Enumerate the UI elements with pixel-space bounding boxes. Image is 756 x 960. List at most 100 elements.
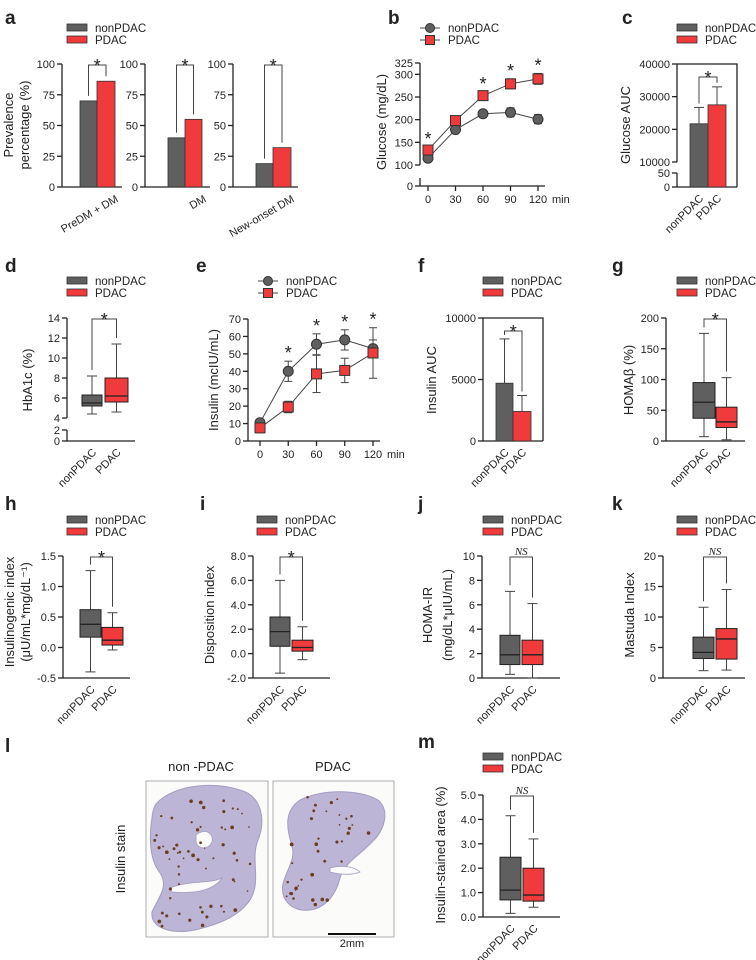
box-pdac [522,838,545,908]
interquartile-box [715,628,738,660]
insulin-stained-islet [312,809,316,813]
legend-label-nonpdac: nonPDAC [511,752,562,764]
bar-nonpdac [495,382,514,442]
insulin-stained-islet [153,838,157,842]
image-pdac [272,780,395,938]
significance-label: * [270,56,277,76]
y-axis-label: HbA1c (%) [20,349,35,412]
x-category-label: PDAC [94,447,124,477]
x-category-label: nonPDAC [475,923,518,960]
row-label-insulin-stain: Insulin stain [113,825,128,894]
y-tick-label: 8 [54,373,60,385]
y-tick-label: 100 [395,160,413,172]
data-point-square [450,115,461,127]
insulin-stained-islet [157,919,162,924]
box-pdac [715,589,738,671]
insulin-stained-islet [236,808,239,811]
panel-label-f: f [418,256,425,277]
tissue-gap [169,876,224,893]
y-tick-label: 0 [469,673,475,685]
legend-label-pdac: PDAC [285,527,317,539]
insulin-stained-islet [176,852,179,854]
panel-label-b: b [388,8,400,29]
y-tick-label: 75 [43,90,55,102]
legend-swatch-pdac [482,527,504,536]
significance-bracket: * [91,310,117,370]
data-point-circle [282,365,294,377]
significance-bracket: NS [509,546,533,598]
scale-bar-label: 2mm [340,938,364,950]
y-axis-label: HOMAβ (%) [621,345,636,415]
insulin-stained-islet [168,887,172,891]
insulin-stained-islet [232,851,236,855]
insulin-stained-islet [231,878,235,882]
x-category-label: PDAC [704,447,734,477]
x-category-label: PDAC [90,684,120,714]
box-nonpdac [499,815,522,914]
significance-label: NS [515,785,529,797]
insulin-stained-islet [222,810,226,814]
y-tick-label: 4.0 [461,814,476,826]
panel-label-e: e [196,256,207,277]
panel-label-c: c [622,8,633,29]
legend-label-nonpdac: nonPDAC [95,515,146,527]
y-tick-label: 20 [644,551,656,563]
x-category-label: New-onset DM [227,193,296,240]
y-axis-label: HOMA-IR [420,587,435,643]
data-point-square [282,401,294,413]
insulin-stained-islet [285,895,288,898]
insulin-stained-islet [199,825,202,829]
significance-label: * [285,343,292,363]
y-tick-label: 4 [54,413,60,425]
legend-label-pdac: PDAC [511,288,543,300]
insulin-stained-islet [316,849,320,853]
significance-label: * [479,74,486,94]
legend-marker-square [263,288,273,298]
image-non-pdac [145,780,269,938]
bar-nonpdac [167,137,186,188]
insulin-stained-islet [340,860,343,863]
insulin-stained-islet [291,862,294,865]
insulin-stained-islet [188,918,192,922]
legend-swatch-pdac [256,527,278,536]
significance-bracket: * [504,322,523,392]
bar-pdac [96,80,116,188]
insulin-stained-islet [297,885,300,887]
bar-pdac [707,104,727,188]
significance-label: * [507,61,514,81]
insulin-stained-islet [220,904,223,908]
insulin-stained-islet [199,841,202,845]
insulin-stained-islet [170,816,174,820]
insulin-stained-islet [323,859,327,863]
tissue-gap [195,831,213,849]
y-tick-label: 2.0 [231,624,246,636]
interquartile-box [521,639,544,666]
interquartile-box [104,377,129,403]
insulin-stained-islet [233,880,236,883]
insulin-stained-islet [182,857,185,860]
y-tick-label: 50 [647,405,659,417]
insulin-stained-islet [294,886,298,891]
insulin-stained-islet [178,850,182,854]
insulin-stained-islet [350,814,353,818]
x-axis-unit: min [552,194,570,206]
insulin-stained-islet [286,880,290,884]
significance-label: * [101,310,108,330]
box-nonpdac [79,570,102,673]
insulin-stained-islet [345,817,348,820]
y-tick-label: 20 [229,401,241,413]
interquartile-box [692,382,716,419]
legend-label-pdac: PDAC [286,288,318,300]
y-axis-label: Insulin (mcIU/mL) [206,329,221,431]
bar-nonpdac [689,123,709,188]
insulin-stained-islet [289,892,293,896]
insulin-stained-islet [233,908,238,913]
legend-swatch-pdac [66,527,88,536]
significance-label: NS [514,546,528,558]
insulin-stained-islet [177,873,181,876]
legend-label-nonpdac: nonPDAC [705,515,756,527]
y-tick-label: 5 [650,643,656,655]
